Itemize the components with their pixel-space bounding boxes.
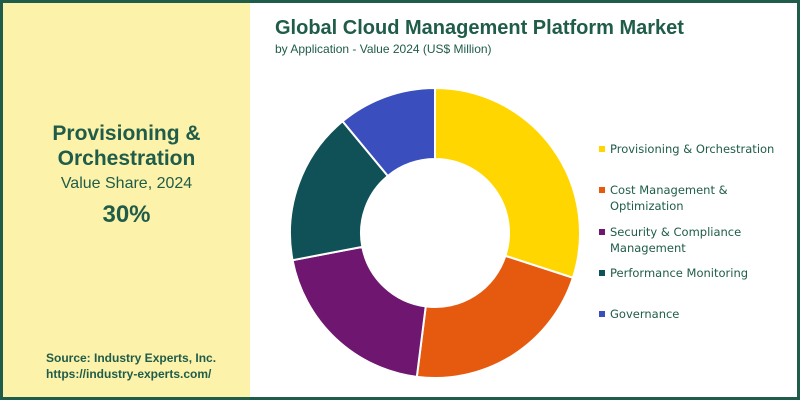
legend-label-line: Governance <box>610 307 680 321</box>
donut-chart <box>289 86 581 379</box>
source-line: Source: Industry Experts, Inc. <box>46 351 217 365</box>
donut-slice-3 <box>291 245 427 378</box>
source-note: Source: Industry Experts, Inc. https://i… <box>46 350 216 382</box>
highlight-subtitle: Value Share, 2024 <box>60 175 193 192</box>
legend-label: Governance <box>610 306 790 322</box>
legend-label: Provisioning & Orchestration <box>610 141 790 157</box>
legend-label-line: Security & Compliance <box>610 225 742 239</box>
chart-title: Global Cloud Management Platform Market <box>275 17 684 39</box>
legend-swatch <box>599 229 605 235</box>
legend-label: Cost Management & Optimization <box>610 182 790 214</box>
legend-label-line: Cost Management & <box>610 183 728 197</box>
highlight-title-line2: Orchestration <box>57 147 196 170</box>
legend-label-line: Management <box>610 241 686 255</box>
legend-label-line: Optimization <box>610 199 684 213</box>
chart-subtitle: by Application - Value 2024 (US$ Million… <box>275 42 492 56</box>
highlight-title-line1: Provisioning & <box>52 122 201 145</box>
legend-swatch <box>599 187 605 193</box>
highlight-segment-name: Provisioning & Orchestration <box>3 121 250 171</box>
legend-label: Security & Compliance Management <box>610 224 790 256</box>
legend-swatch <box>599 146 605 152</box>
legend-swatch <box>599 311 605 317</box>
highlight-panel: Provisioning & Orchestration Value Share… <box>3 3 250 397</box>
legend-label: Performance Monitoring <box>610 265 790 281</box>
legend-swatch <box>599 270 605 276</box>
donut-slice-5 <box>341 86 436 178</box>
source-url: https://industry-experts.com/ <box>46 367 212 381</box>
legend-label-line: Provisioning & Orchestration <box>610 142 775 156</box>
donut-slice-2 <box>415 254 575 379</box>
legend-label-line: Performance Monitoring <box>610 266 749 280</box>
donut-slice-1 <box>434 86 581 280</box>
highlight-value: 30% <box>102 201 151 228</box>
